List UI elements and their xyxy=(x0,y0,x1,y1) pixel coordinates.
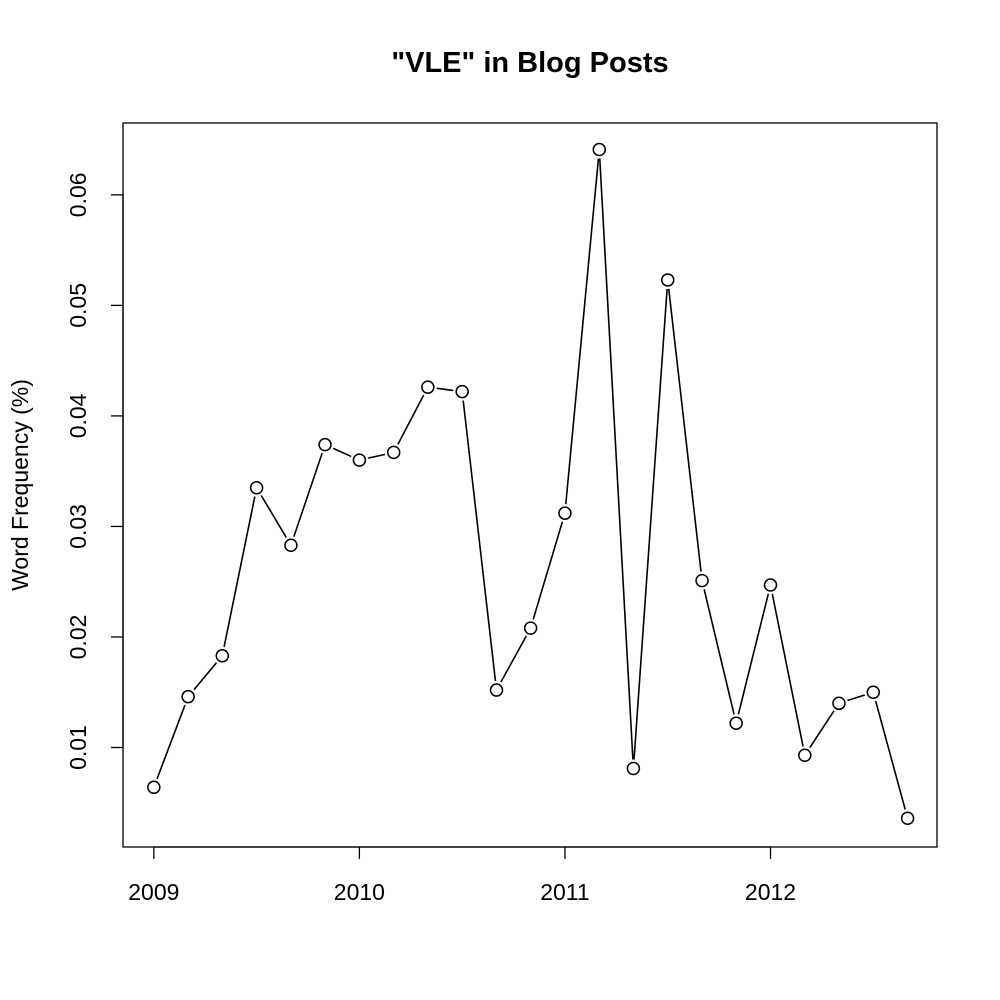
series-line-segment xyxy=(260,495,288,538)
data-point xyxy=(660,273,675,287)
y-tick-label: 0.01 xyxy=(65,725,91,770)
series-line-segment xyxy=(703,589,735,715)
series-line-segment xyxy=(847,694,865,702)
data-point xyxy=(386,445,401,460)
data-point xyxy=(900,811,915,826)
series-line-segment xyxy=(397,394,425,445)
data-point xyxy=(763,578,778,592)
y-tick-label: 0.05 xyxy=(65,283,91,328)
series-line-segment xyxy=(462,400,497,682)
data-point xyxy=(729,716,743,730)
data-point xyxy=(798,748,812,763)
series-line-segment xyxy=(500,635,527,683)
data-point xyxy=(181,689,195,704)
series-line-segment xyxy=(293,452,323,537)
x-tick-label: 2011 xyxy=(540,879,589,905)
y-tick-label: 0.02 xyxy=(65,615,91,660)
data-point xyxy=(832,696,846,711)
data-point xyxy=(284,538,298,552)
data-point xyxy=(318,437,332,452)
series-line-segment xyxy=(193,662,218,691)
data-point xyxy=(489,683,504,697)
x-tick-label: 2012 xyxy=(745,879,796,905)
series-line-segment xyxy=(223,496,256,648)
y-tick-label: 0.03 xyxy=(65,504,91,549)
x-tick-label: 2009 xyxy=(128,879,179,905)
data-point xyxy=(626,761,641,776)
data-point xyxy=(455,384,469,399)
y-axis-label: Word Frequency (%) xyxy=(7,379,33,591)
series-line-segment xyxy=(436,387,454,392)
series-line-segment xyxy=(564,158,600,505)
chart-title: "VLE" in Blog Posts xyxy=(391,47,668,79)
series-line-segment xyxy=(367,453,386,459)
series-line-segment xyxy=(633,288,668,760)
x-tick-label: 2010 xyxy=(334,879,385,905)
series-line-group xyxy=(156,158,907,810)
y-axis: 0.01 0.02 0.03 0.04 0.05 0.06 xyxy=(65,172,124,770)
series-line-segment xyxy=(874,700,907,810)
y-tick-label: 0.06 xyxy=(65,172,91,217)
data-point xyxy=(147,780,161,795)
series-line-segment xyxy=(771,593,804,747)
data-point xyxy=(523,621,538,635)
series-line-segment xyxy=(667,288,702,572)
x-axis: 2009 2010 2011 2012 xyxy=(128,846,796,905)
data-point xyxy=(352,453,367,467)
series-line-segment xyxy=(809,710,835,749)
data-point xyxy=(421,380,435,394)
data-point xyxy=(558,506,572,520)
data-point xyxy=(592,142,607,157)
series-line-segment xyxy=(532,521,564,620)
data-point xyxy=(215,649,230,663)
series-line-segment xyxy=(332,447,352,458)
data-point xyxy=(866,685,881,700)
data-point xyxy=(249,481,264,495)
series-line-segment xyxy=(737,593,770,715)
data-point xyxy=(695,573,709,588)
series-line-segment xyxy=(156,704,186,780)
series-line-segment xyxy=(598,158,634,760)
y-tick-label: 0.04 xyxy=(65,393,91,438)
data-points-group xyxy=(147,142,915,826)
